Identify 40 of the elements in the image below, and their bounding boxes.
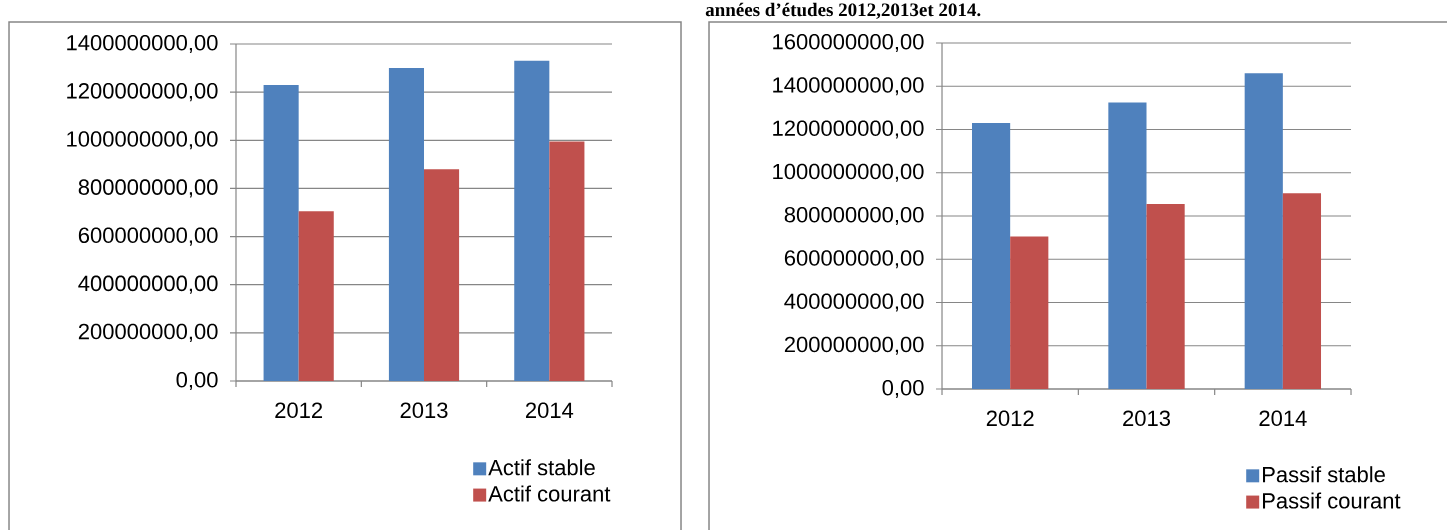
y-tick-label: 600000000,00	[784, 250, 924, 269]
y-tick-label: 1400000000,00	[773, 77, 924, 96]
legend-label: Actif courant	[488, 485, 611, 502]
bar	[424, 169, 460, 381]
y-tick-label: 800000000,00	[78, 179, 218, 198]
bar	[1282, 193, 1322, 389]
bar	[514, 60, 550, 381]
y-tick-label: 1000000000,00	[67, 131, 218, 150]
y-tick-label: 1400000000,00	[67, 34, 218, 54]
legend-label: Passif courant	[1263, 492, 1401, 509]
x-tick-label: 2012	[986, 410, 1034, 427]
bar	[298, 211, 334, 381]
bar	[1108, 102, 1147, 389]
bar	[972, 123, 1011, 389]
text: années d’études 2012,2013et 2014.	[705, 2, 981, 19]
bar	[1244, 73, 1283, 389]
x-tick-label: 2014	[525, 402, 574, 419]
y-tick-label: 0,00	[176, 371, 218, 391]
y-tick-label: 1200000000,00	[773, 120, 924, 139]
x-tick-label: 2014	[1259, 410, 1307, 427]
legend-label: Actif stable	[488, 459, 595, 476]
bar	[263, 84, 299, 381]
legend-label: Passif stable	[1263, 466, 1385, 483]
y-tick-label: 1000000000,00	[773, 163, 924, 182]
x-tick-label: 2013	[1123, 410, 1171, 427]
bar	[388, 68, 424, 381]
y-tick-label: 200000000,00	[784, 336, 924, 355]
y-tick-label: 400000000,00	[78, 275, 218, 294]
bar	[1010, 236, 1049, 389]
y-tick-label: 200000000,00	[78, 323, 218, 342]
x-tick-label: 2012	[275, 402, 323, 419]
y-tick-label: 600000000,00	[78, 227, 218, 246]
y-tick-label: 1600000000,00	[773, 33, 924, 53]
y-tick-label: 1200000000,00	[67, 83, 218, 102]
y-tick-label: 400000000,00	[784, 293, 924, 312]
bar	[549, 141, 585, 381]
x-tick-label: 2013	[400, 402, 448, 419]
y-tick-label: 800000000,00	[784, 206, 924, 226]
y-tick-label: 0,00	[882, 379, 924, 399]
bar	[1146, 204, 1185, 389]
